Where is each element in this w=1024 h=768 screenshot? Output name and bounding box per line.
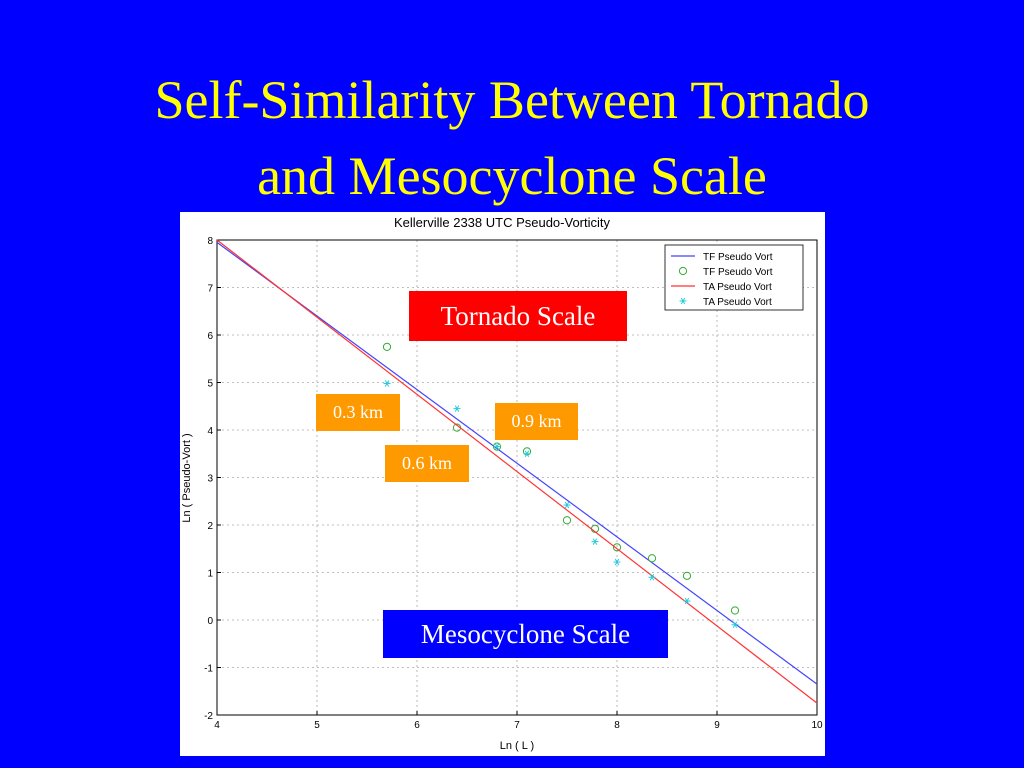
slide-title-line-2: and Mesocyclone Scale <box>257 146 767 206</box>
star-stroke <box>454 405 460 412</box>
data-point-star <box>613 558 621 566</box>
data-point-star <box>648 573 656 581</box>
y-tick-label: 4 <box>207 426 213 437</box>
y-tick-label: 3 <box>207 474 213 485</box>
y-tick-label: 1 <box>207 569 213 580</box>
data-point-circle <box>562 516 572 525</box>
legend-circle-swatch <box>678 266 688 276</box>
x-tick-label: 9 <box>714 720 720 731</box>
y-tick-label: 6 <box>207 331 213 342</box>
pseudo-vorticity-chart: Kellerville 2338 UTC Pseudo-Vorticity Ln… <box>181 215 823 752</box>
y-tick-label: 8 <box>207 236 213 247</box>
data-point-circle <box>522 447 532 456</box>
data-point-star <box>591 538 599 545</box>
x-axis-label: Ln ( L ) <box>500 740 534 752</box>
legend-entry: TF Pseudo Vort <box>703 267 773 278</box>
star-stroke <box>494 443 500 450</box>
data-point-circle <box>730 606 740 615</box>
star-stroke <box>732 621 738 629</box>
data-point-star <box>683 597 691 605</box>
fit-line-2 <box>216 239 818 704</box>
star-stroke <box>384 380 390 387</box>
x-tick-label: 5 <box>314 720 320 731</box>
legend-entry: TF Pseudo Vort <box>703 252 773 263</box>
data-point-star <box>731 621 739 629</box>
star-stroke <box>564 501 570 509</box>
y-tick-label: -1 <box>204 664 213 675</box>
data-point-star <box>523 450 531 458</box>
data-point-star <box>563 501 571 509</box>
slide-title-line-1: Self-Similarity Between Tornado <box>154 70 870 130</box>
data-point-circle <box>382 342 392 351</box>
fit-line-0 <box>216 241 818 685</box>
x-tick-label: 10 <box>811 720 823 731</box>
x-tick-label: 7 <box>514 720 520 731</box>
legend-entry: TA Pseudo Vort <box>703 282 772 293</box>
km-0-6-label: 0.6 km <box>385 445 469 482</box>
x-tick-label: 6 <box>414 720 420 731</box>
star-stroke <box>524 450 530 458</box>
data-point-star <box>493 443 501 450</box>
slide-title: Self-Similarity Between Tornado and Meso… <box>0 62 1024 214</box>
star-stroke <box>649 573 655 581</box>
data-point-star <box>383 380 391 387</box>
tornado-scale-label: Tornado Scale <box>409 291 627 341</box>
chart-title: Kellerville 2338 UTC Pseudo-Vorticity <box>394 215 611 230</box>
y-tick-label: -2 <box>204 711 213 722</box>
y-axis-label: Ln ( Pseudo-Vort ) <box>181 433 193 522</box>
star-stroke <box>592 538 598 545</box>
km-0-3-label: 0.3 km <box>316 394 400 431</box>
legend-entry: TA Pseudo Vort <box>703 297 772 308</box>
star-stroke <box>614 558 620 566</box>
y-tick-label: 7 <box>207 284 213 295</box>
mesocyclone-scale-label: Mesocyclone Scale <box>383 610 668 658</box>
y-tick-label: 2 <box>207 521 213 532</box>
km-0-9-label: 0.9 km <box>495 403 578 440</box>
star-stroke <box>680 297 686 305</box>
y-tick-label: 5 <box>207 379 213 390</box>
data-point-circle <box>647 554 657 563</box>
data-point-star <box>453 405 461 412</box>
x-tick-label: 4 <box>214 720 220 731</box>
data-point-circle <box>612 543 622 552</box>
data-point-circle <box>682 571 692 580</box>
x-tick-label: 8 <box>614 720 620 731</box>
data-point-circle <box>492 442 502 451</box>
legend-star-swatch <box>679 297 687 305</box>
y-tick-label: 0 <box>207 616 213 627</box>
star-stroke <box>684 597 690 605</box>
